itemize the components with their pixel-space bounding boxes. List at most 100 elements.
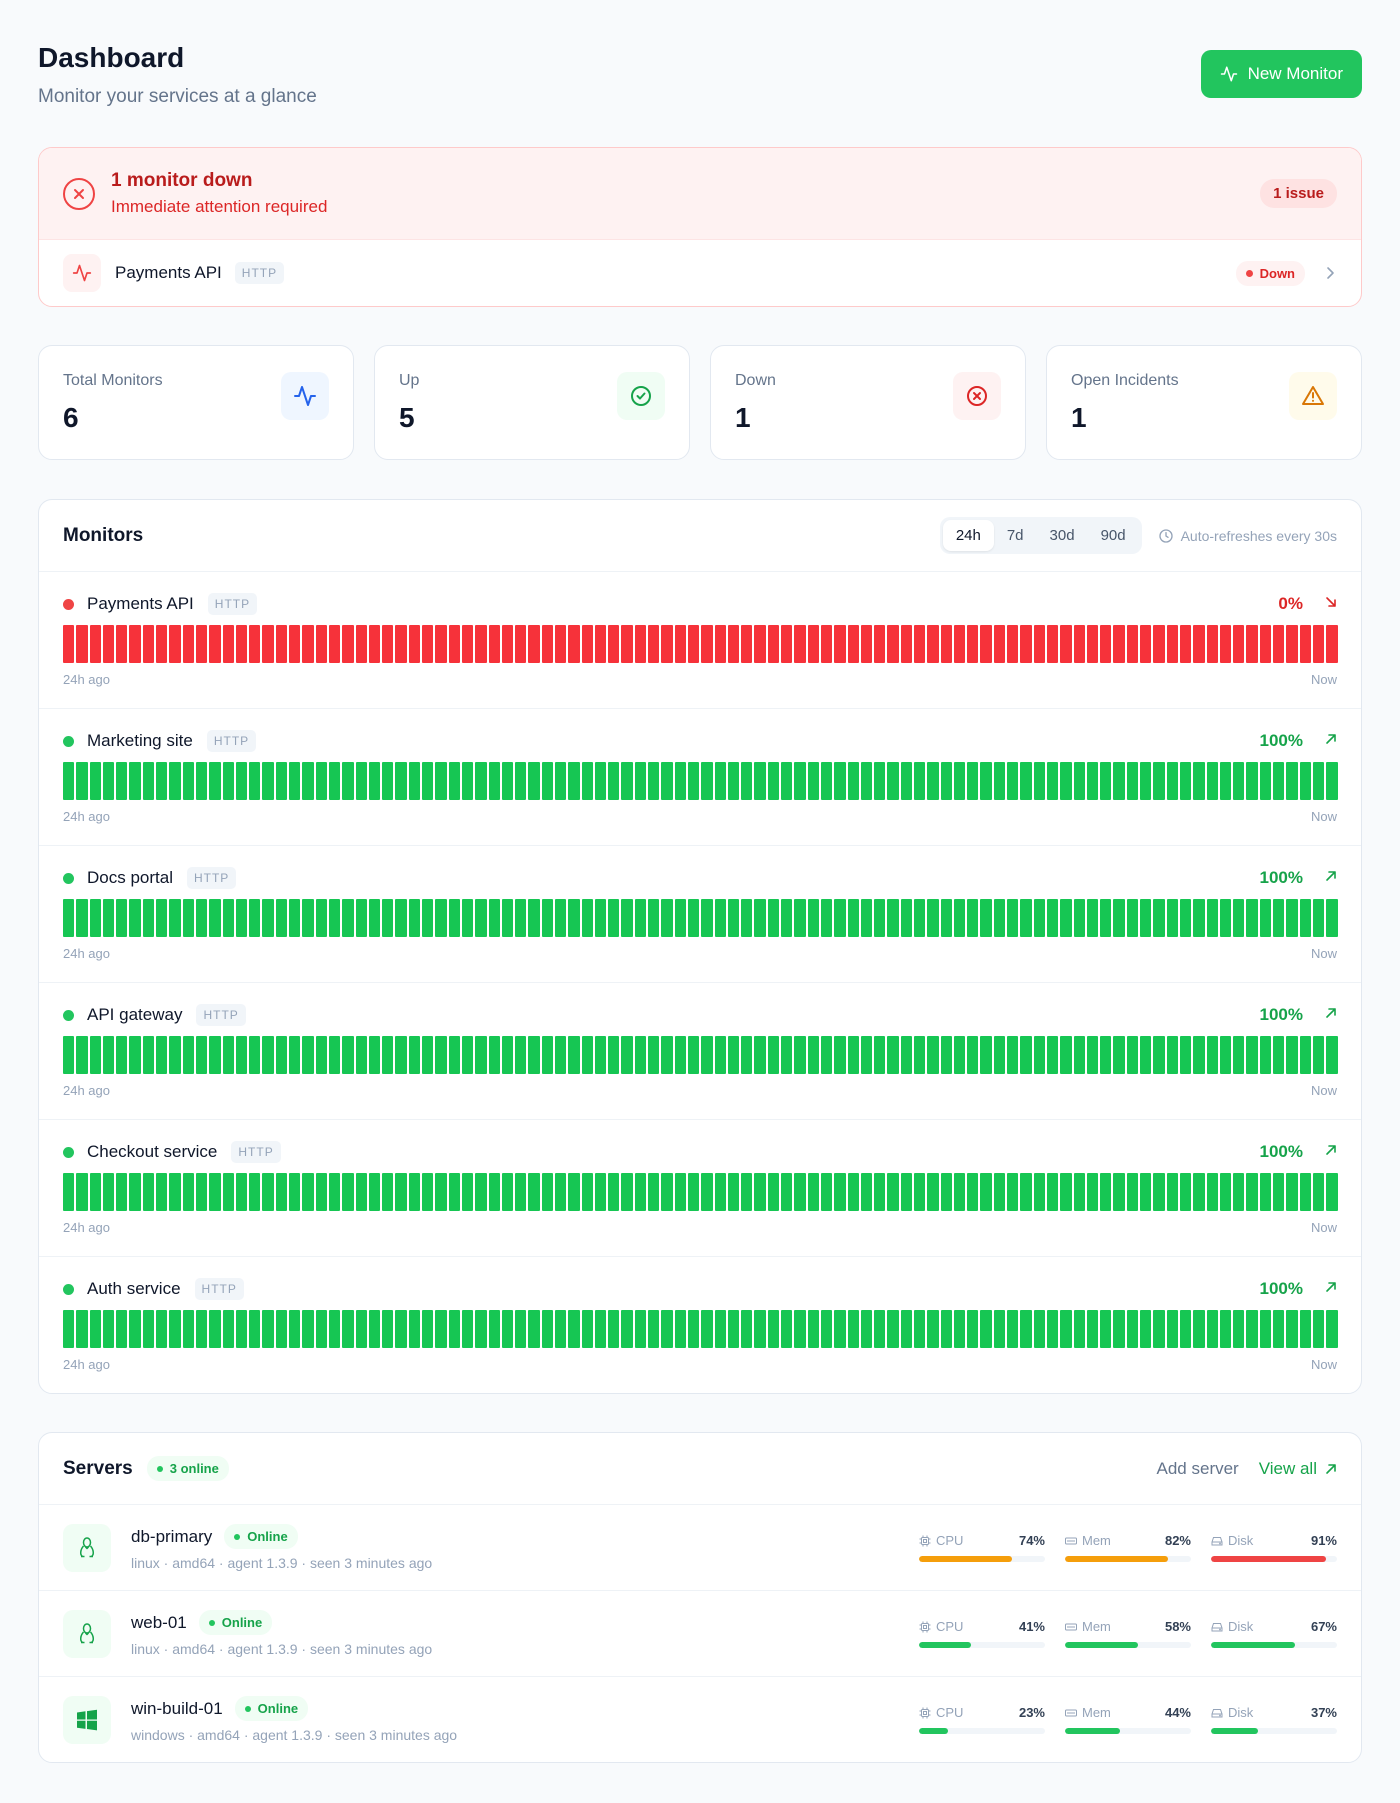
uptime-bar[interactable]	[528, 1173, 540, 1211]
uptime-bar[interactable]	[1140, 762, 1152, 800]
uptime-bar[interactable]	[834, 625, 846, 663]
uptime-bar[interactable]	[714, 1173, 726, 1211]
server-row[interactable]: web-01 Online linux · amd64 · agent 1.3.9 …	[39, 1591, 1361, 1677]
uptime-bar[interactable]	[900, 1310, 912, 1348]
uptime-bar[interactable]	[89, 1036, 101, 1074]
alert-monitor-row[interactable]: Payments API HTTP Down	[39, 240, 1361, 306]
uptime-bar[interactable]	[515, 762, 527, 800]
uptime-bar[interactable]	[222, 762, 234, 800]
uptime-bar[interactable]	[222, 1310, 234, 1348]
uptime-bar[interactable]	[621, 625, 633, 663]
uptime-bar[interactable]	[847, 625, 859, 663]
uptime-bar[interactable]	[568, 1310, 580, 1348]
uptime-bar[interactable]	[900, 1036, 912, 1074]
uptime-bar[interactable]	[1060, 1173, 1072, 1211]
uptime-bar[interactable]	[701, 625, 713, 663]
uptime-bar[interactable]	[980, 625, 992, 663]
uptime-bar[interactable]	[89, 1310, 101, 1348]
uptime-bar[interactable]	[182, 1173, 194, 1211]
uptime-bar[interactable]	[1100, 899, 1112, 937]
uptime-bar[interactable]	[1113, 899, 1125, 937]
uptime-bar[interactable]	[674, 1173, 686, 1211]
uptime-bar[interactable]	[648, 1173, 660, 1211]
uptime-bar[interactable]	[395, 625, 407, 663]
uptime-bar[interactable]	[581, 899, 593, 937]
uptime-bar[interactable]	[501, 762, 514, 800]
uptime-bar[interactable]	[1046, 899, 1059, 937]
uptime-bar[interactable]	[1100, 762, 1112, 800]
uptime-bar[interactable]	[887, 1173, 899, 1211]
uptime-bar[interactable]	[63, 762, 75, 800]
uptime-bar[interactable]	[554, 1173, 567, 1211]
uptime-bar[interactable]	[249, 625, 261, 663]
uptime-bar[interactable]	[820, 762, 833, 800]
uptime-bar[interactable]	[289, 1036, 301, 1074]
uptime-bar[interactable]	[475, 625, 487, 663]
uptime-bar[interactable]	[1046, 1310, 1059, 1348]
uptime-bar[interactable]	[1020, 899, 1032, 937]
uptime-bar[interactable]	[262, 625, 274, 663]
uptime-bar[interactable]	[541, 1173, 553, 1211]
uptime-bar[interactable]	[661, 625, 673, 663]
uptime-bar[interactable]	[568, 762, 580, 800]
uptime-bar[interactable]	[1060, 899, 1072, 937]
uptime-bar[interactable]	[1073, 762, 1085, 800]
uptime-bar[interactable]	[767, 625, 780, 663]
uptime-bar[interactable]	[1086, 1173, 1099, 1211]
uptime-bar[interactable]	[355, 899, 367, 937]
uptime-bar[interactable]	[501, 1036, 514, 1074]
uptime-bar[interactable]	[581, 1310, 593, 1348]
uptime-bar[interactable]	[1299, 762, 1311, 800]
uptime-bar[interactable]	[1153, 1036, 1165, 1074]
uptime-bar[interactable]	[860, 1310, 873, 1348]
uptime-bar[interactable]	[395, 762, 407, 800]
uptime-bar[interactable]	[874, 1036, 886, 1074]
uptime-bar[interactable]	[76, 762, 88, 800]
uptime-bar[interactable]	[315, 899, 327, 937]
uptime-bar[interactable]	[328, 1036, 341, 1074]
uptime-bar[interactable]	[368, 625, 381, 663]
uptime-bar[interactable]	[900, 625, 912, 663]
uptime-bar[interactable]	[820, 899, 833, 937]
uptime-bar[interactable]	[342, 899, 354, 937]
uptime-bar[interactable]	[820, 1310, 833, 1348]
uptime-bar[interactable]	[461, 899, 474, 937]
uptime-bar[interactable]	[368, 1036, 381, 1074]
uptime-bar[interactable]	[262, 1173, 274, 1211]
uptime-bar[interactable]	[980, 762, 992, 800]
uptime-bar[interactable]	[355, 1173, 367, 1211]
uptime-bar[interactable]	[448, 899, 460, 937]
uptime-bar[interactable]	[395, 1036, 407, 1074]
uptime-bar[interactable]	[63, 1036, 75, 1074]
view-all-link[interactable]: View all	[1259, 1459, 1337, 1479]
uptime-bar[interactable]	[634, 899, 647, 937]
uptime-bar[interactable]	[302, 1310, 314, 1348]
uptime-bar[interactable]	[634, 625, 647, 663]
uptime-bar[interactable]	[1140, 1173, 1152, 1211]
uptime-bar[interactable]	[927, 762, 939, 800]
uptime-bar[interactable]	[847, 1310, 859, 1348]
range-30d-button[interactable]: 30d	[1037, 520, 1088, 551]
uptime-bar[interactable]	[342, 1173, 354, 1211]
uptime-bar[interactable]	[1179, 1036, 1192, 1074]
uptime-bar[interactable]	[422, 762, 434, 800]
uptime-bar[interactable]	[355, 762, 367, 800]
uptime-bar[interactable]	[422, 625, 434, 663]
uptime-bar[interactable]	[435, 899, 447, 937]
uptime-bar[interactable]	[1206, 762, 1218, 800]
uptime-bar[interactable]	[116, 762, 128, 800]
uptime-bar[interactable]	[820, 625, 833, 663]
uptime-bar[interactable]	[634, 762, 647, 800]
uptime-bar[interactable]	[209, 1173, 221, 1211]
uptime-bar[interactable]	[807, 762, 819, 800]
uptime-bar[interactable]	[1326, 625, 1338, 663]
uptime-bar[interactable]	[1193, 899, 1205, 937]
monitor-row[interactable]: Checkout service HTTP 100% 24h ago Now	[39, 1120, 1361, 1257]
uptime-bar[interactable]	[741, 762, 753, 800]
uptime-bar[interactable]	[1126, 625, 1139, 663]
uptime-bar[interactable]	[235, 899, 248, 937]
uptime-bar[interactable]	[900, 762, 912, 800]
uptime-bar[interactable]	[847, 762, 859, 800]
uptime-bar[interactable]	[1179, 1173, 1192, 1211]
uptime-bar[interactable]	[182, 625, 194, 663]
